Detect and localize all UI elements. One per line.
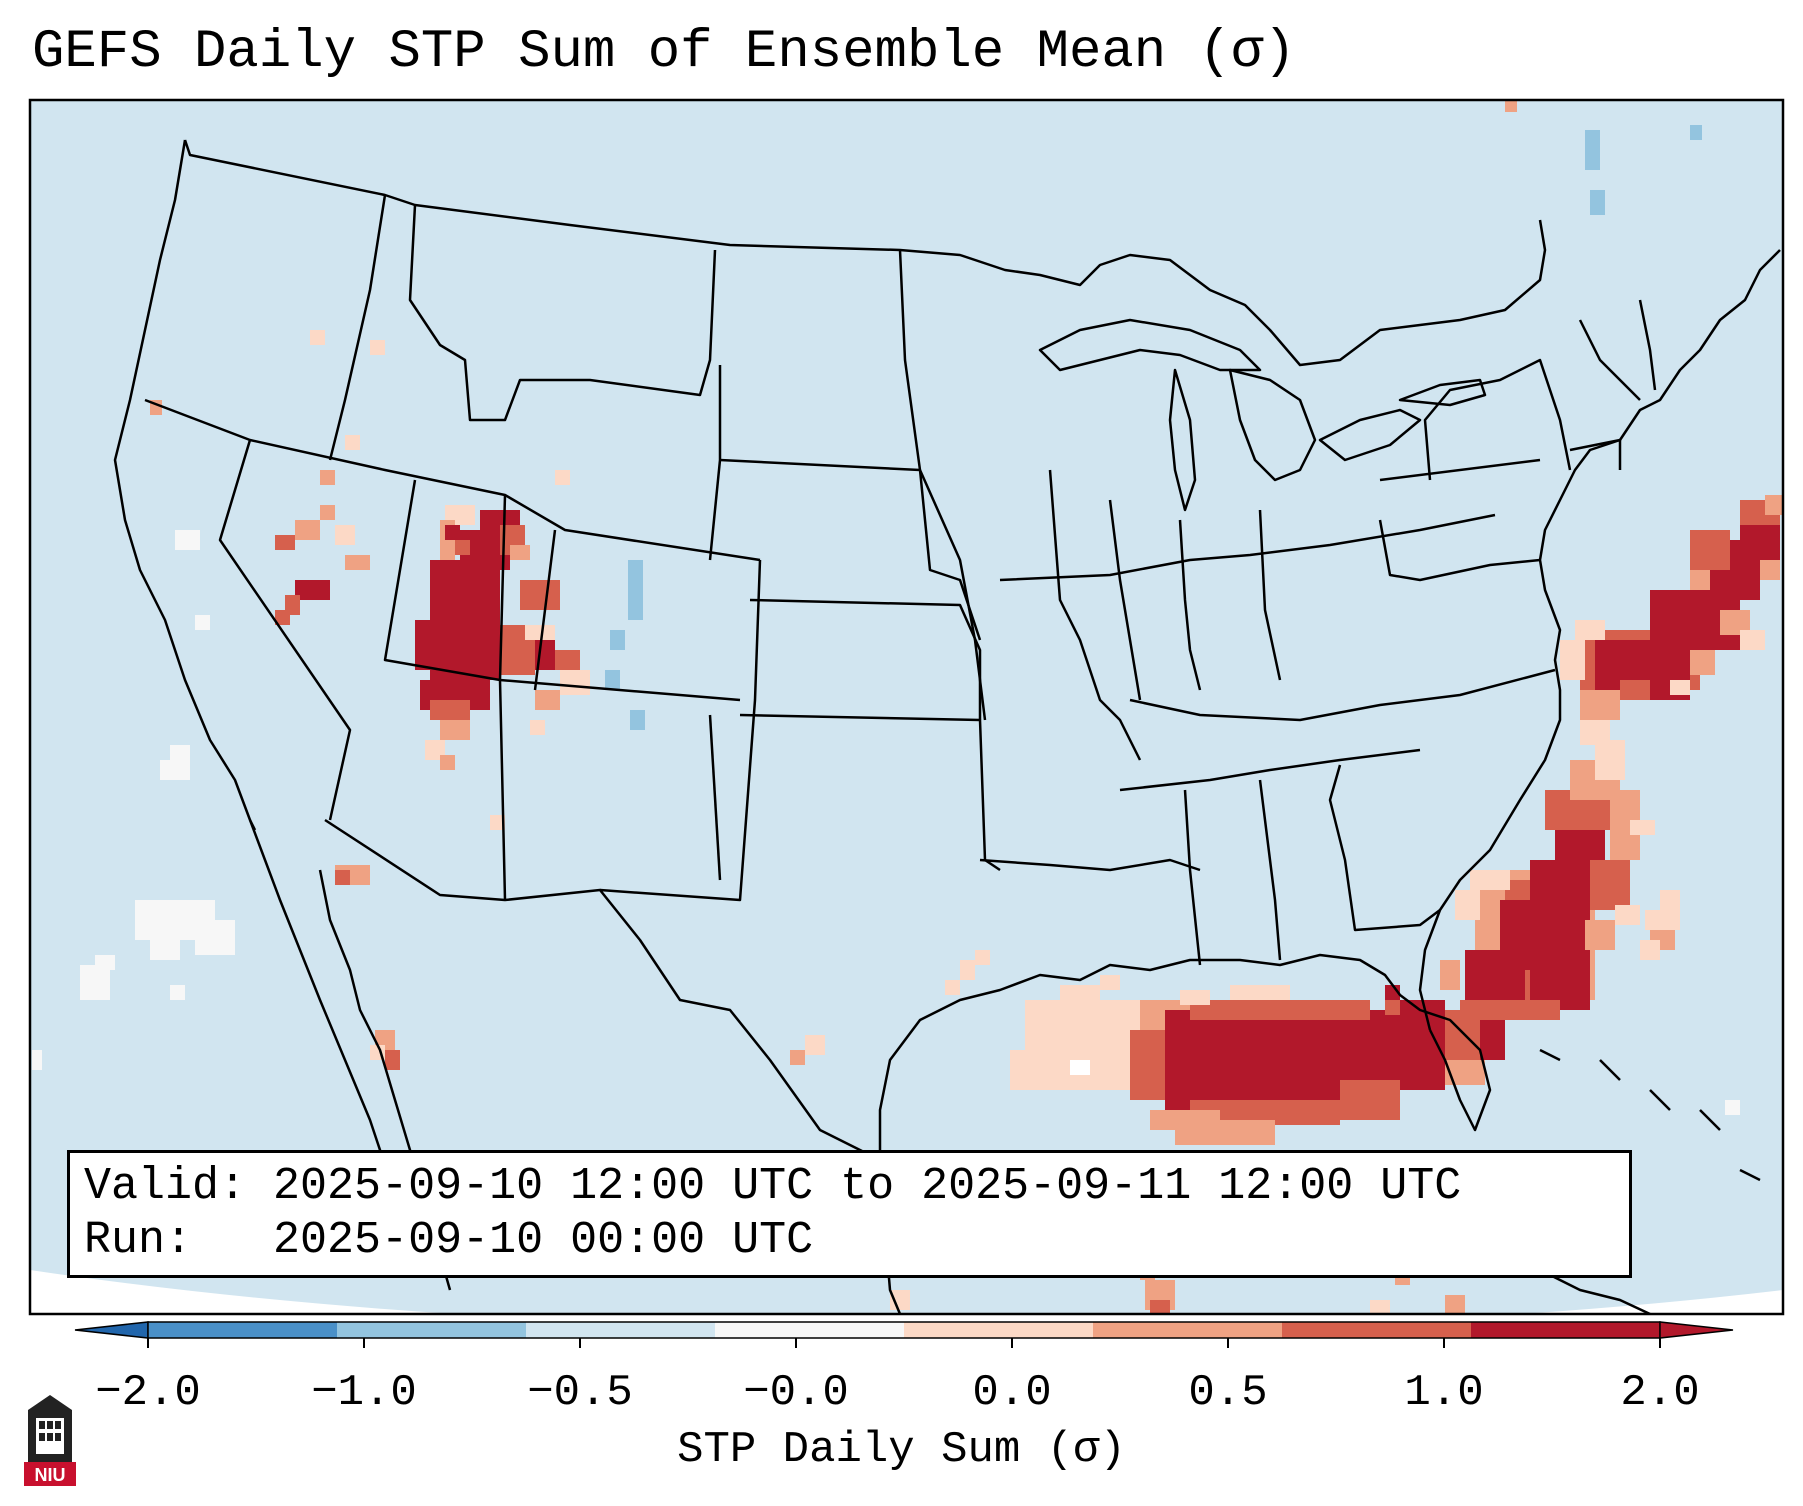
valid-run-box: Valid: 2025-09-10 12:00 UTC to 2025-09-1… [67, 1150, 1632, 1278]
colorbar-bin [715, 1322, 904, 1338]
colorbar-bin [148, 1322, 337, 1338]
colorbar-label: STP Daily Sum (σ) [677, 1425, 1126, 1475]
map-title: GEFS Daily STP Sum of Ensemble Mean (σ) [32, 22, 1296, 83]
colorbar-bin [1093, 1322, 1282, 1338]
colorbar-bin [904, 1322, 1093, 1338]
colorbar-tick-label: −2.0 [95, 1368, 201, 1418]
colorbar-tick-label: −0.5 [527, 1368, 633, 1418]
colorbar-tick-label: −0.0 [743, 1368, 849, 1418]
land-outlines [113, 139, 1781, 1314]
colorbar-tick-label: −1.0 [311, 1368, 417, 1418]
colorbar [74, 1321, 1734, 1348]
map-domain [30, 100, 1783, 1314]
colorbar-bin [1282, 1322, 1471, 1338]
stp-cells [32, 100, 1783, 1314]
colorbar-bin [337, 1322, 526, 1338]
colorbar-extend-high [1659, 1321, 1734, 1339]
run-value: 2025-09-10 00:00 UTC [273, 1215, 814, 1266]
colorbar-tick-label: 0.5 [1188, 1368, 1268, 1418]
valid-value: 2025-09-10 12:00 UTC to 2025-09-11 12:00… [273, 1161, 1462, 1212]
niu-logo: NIU [24, 1395, 76, 1486]
valid-label: Valid: [84, 1161, 247, 1212]
colorbar-tick-label: 1.0 [1404, 1368, 1484, 1418]
valid-line: Valid: 2025-09-10 12:00 UTC to 2025-09-1… [84, 1161, 1461, 1212]
colorbar-bin [526, 1322, 715, 1338]
logo-text: NIU [35, 1465, 66, 1485]
colorbar-bin [1471, 1322, 1660, 1338]
run-label: Run: [84, 1215, 193, 1266]
colorbar-tick-label: 0.0 [972, 1368, 1052, 1418]
colorbar-tick-label: 2.0 [1620, 1368, 1700, 1418]
run-line: Run: 2025-09-10 00:00 UTC [84, 1215, 813, 1266]
map-frame [28, 98, 1785, 1316]
colorbar-extend-low [74, 1321, 149, 1339]
